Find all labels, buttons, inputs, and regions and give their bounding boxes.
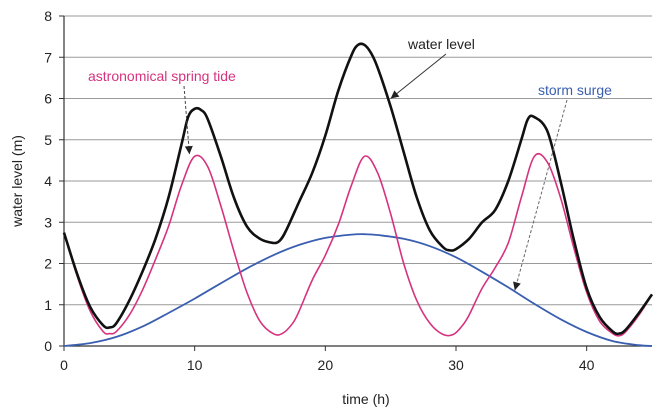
y-tick-label-1: 1 xyxy=(44,297,52,313)
x-tick-label-40: 40 xyxy=(579,357,595,373)
annotation-arrowhead-water-level xyxy=(390,90,400,99)
annotation-arrowhead-storm-surge xyxy=(513,281,521,291)
series-line-astronomical-spring-tide xyxy=(63,153,653,337)
x-tick-label-20: 20 xyxy=(318,357,334,373)
annotation-leader-water-level xyxy=(390,53,447,99)
series-line-water-level xyxy=(62,42,654,336)
y-tick-label-3: 3 xyxy=(44,214,52,230)
x-axis-label: time (h) xyxy=(342,391,389,407)
y-tick-label-7: 7 xyxy=(44,49,52,65)
x-tick-label-30: 30 xyxy=(448,357,464,373)
y-tick-label-0: 0 xyxy=(44,338,52,354)
annotation-astronomical-spring-tide: astronomical spring tide xyxy=(88,68,236,84)
y-tick-label-6: 6 xyxy=(44,91,52,107)
grid-lines xyxy=(64,15,652,306)
y-axis-label: water level (m) xyxy=(9,135,25,228)
x-tick-label-10: 10 xyxy=(187,357,203,373)
y-tick-label-4: 4 xyxy=(44,173,52,189)
annotation-storm-surge: storm surge xyxy=(538,82,612,98)
annotation-leader-storm-surge xyxy=(514,99,568,291)
annotation-arrowhead-astronomical-spring-tide xyxy=(184,145,193,155)
y-tick-label-2: 2 xyxy=(44,256,52,272)
y-tick-label-5: 5 xyxy=(44,132,52,148)
x-tick-label-0: 0 xyxy=(60,357,68,373)
annotations: water level astronomical spring tide storm… xyxy=(88,36,612,291)
y-tick-label-8: 8 xyxy=(44,8,52,24)
annotation-leader-astronomical-spring-tide xyxy=(183,85,190,155)
series-line-storm-surge xyxy=(63,233,653,347)
axes xyxy=(59,15,652,351)
tick-labels: 0 1 2 3 4 5 6 7 8 0 10 20 30 40 xyxy=(44,8,594,373)
series-group xyxy=(62,42,654,347)
annotation-water-level: water level xyxy=(407,36,475,52)
